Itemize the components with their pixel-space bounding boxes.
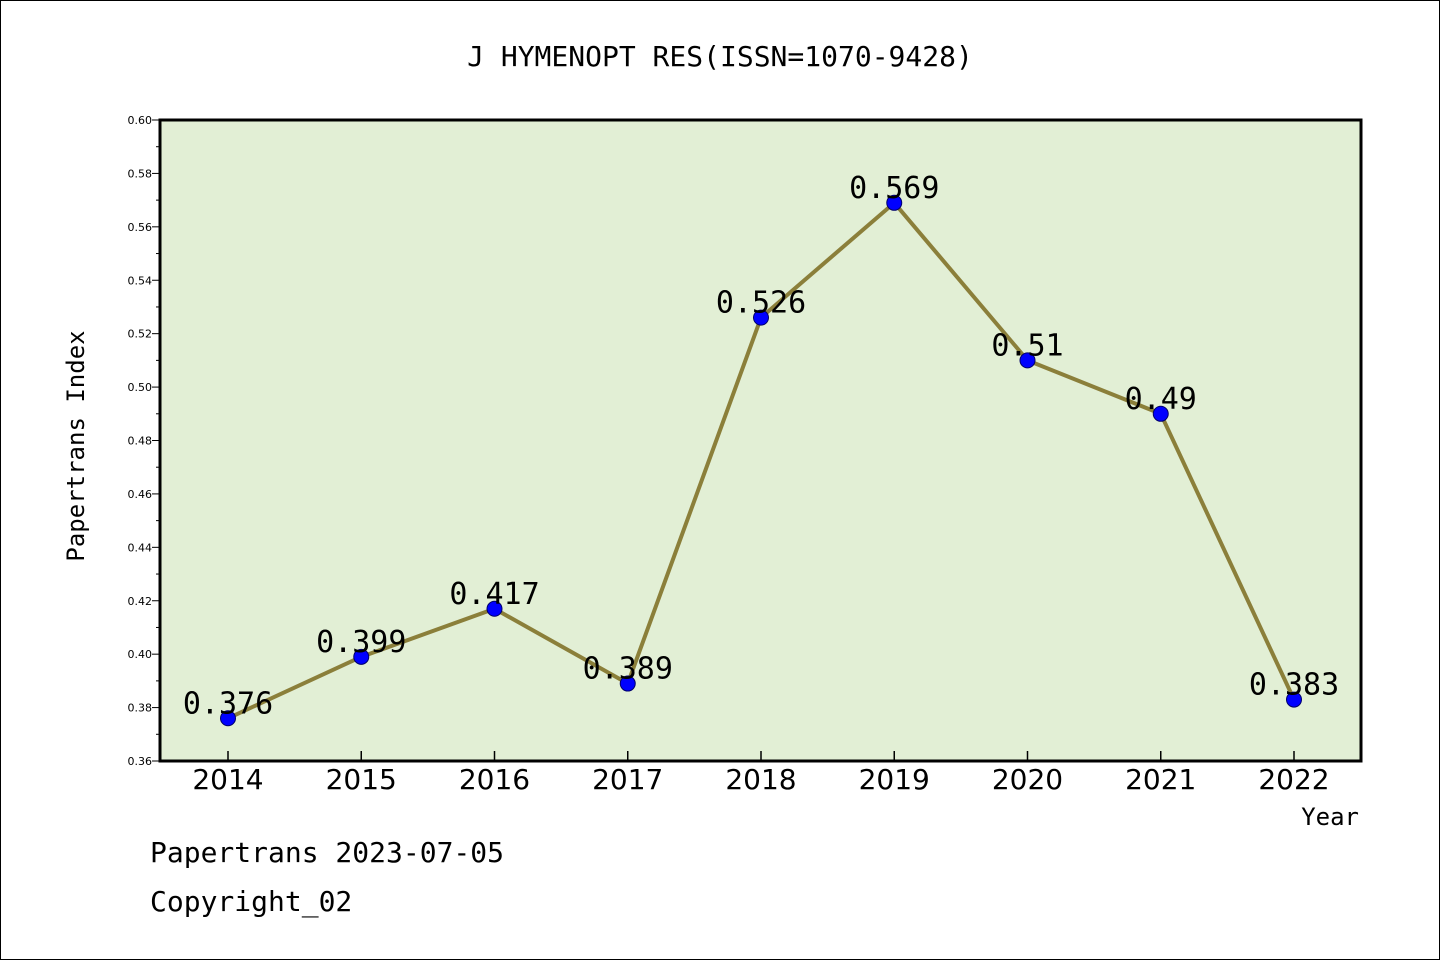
- x-tick-label: 2017: [592, 763, 663, 796]
- data-label: 0.417: [449, 577, 539, 612]
- x-tick-label: 2014: [192, 763, 263, 796]
- y-tick-label: 0.36: [128, 755, 153, 768]
- x-axis-label: Year: [1301, 803, 1359, 831]
- x-axis: 2014 2015 2016 2017 2018 2019 2020 2021 2022: [192, 751, 1330, 796]
- data-point: [486, 600, 503, 617]
- x-tick-label: 2021: [1125, 763, 1196, 796]
- y-tick-label: 0.48: [128, 435, 153, 448]
- y-tick-label: 0.40: [128, 648, 153, 661]
- x-tick-label: 2015: [326, 763, 397, 796]
- data-point: [619, 675, 636, 692]
- data-point: [753, 309, 769, 326]
- data-point: [1152, 405, 1169, 422]
- data-label: 0.569: [849, 171, 939, 206]
- data-label: 0.389: [583, 652, 673, 687]
- y-tick-label: 0.58: [128, 167, 153, 180]
- y-tick-label: 0.54: [128, 274, 153, 287]
- y-tick-label: 0.60: [128, 114, 153, 127]
- x-tick-label: 2022: [1258, 763, 1329, 796]
- y-tick-label: 0.50: [128, 381, 153, 394]
- y-tick-label: 0.42: [128, 595, 153, 608]
- data-label: 0.383: [1249, 668, 1339, 703]
- x-tick-label: 2018: [725, 763, 796, 796]
- data-point: [353, 648, 370, 665]
- x-tick-label: 2020: [992, 763, 1063, 796]
- y-tick-label: 0.56: [128, 221, 153, 234]
- footer-source-date: Papertrans 2023-07-05: [150, 836, 505, 869]
- data-label: 0.49: [1125, 382, 1197, 417]
- data-point: [886, 194, 903, 211]
- x-tick-label: 2019: [859, 763, 930, 796]
- y-tick-label: 0.46: [128, 488, 153, 501]
- y-tick-label: 0.38: [128, 702, 153, 715]
- y-axis: 0.36 0.38 0.40 0.42 0.44 0.46 0.48 0.50 0.52 0.54…: [128, 114, 160, 768]
- data-label: 0.376: [183, 686, 273, 721]
- series-layer: 0.376 0.399 0.417 0.389 0.526 0.569 0.51 0.49 0.…: [183, 171, 1339, 727]
- data-point: [220, 710, 236, 727]
- y-tick-label: 0.52: [128, 328, 153, 341]
- data-label: 0.51: [991, 328, 1063, 363]
- data-label: 0.526: [716, 286, 806, 321]
- y-axis-label: Papertrans Index: [62, 330, 90, 561]
- data-label: 0.399: [316, 625, 406, 660]
- chart-title: J HYMENOPT RES(ISSN=1070-9428): [467, 40, 973, 73]
- data-point: [1286, 691, 1302, 708]
- x-tick-label: 2016: [459, 763, 530, 796]
- data-point: [1019, 352, 1036, 369]
- footer-copyright: Copyright_02: [150, 885, 353, 918]
- y-tick-label: 0.44: [128, 541, 153, 554]
